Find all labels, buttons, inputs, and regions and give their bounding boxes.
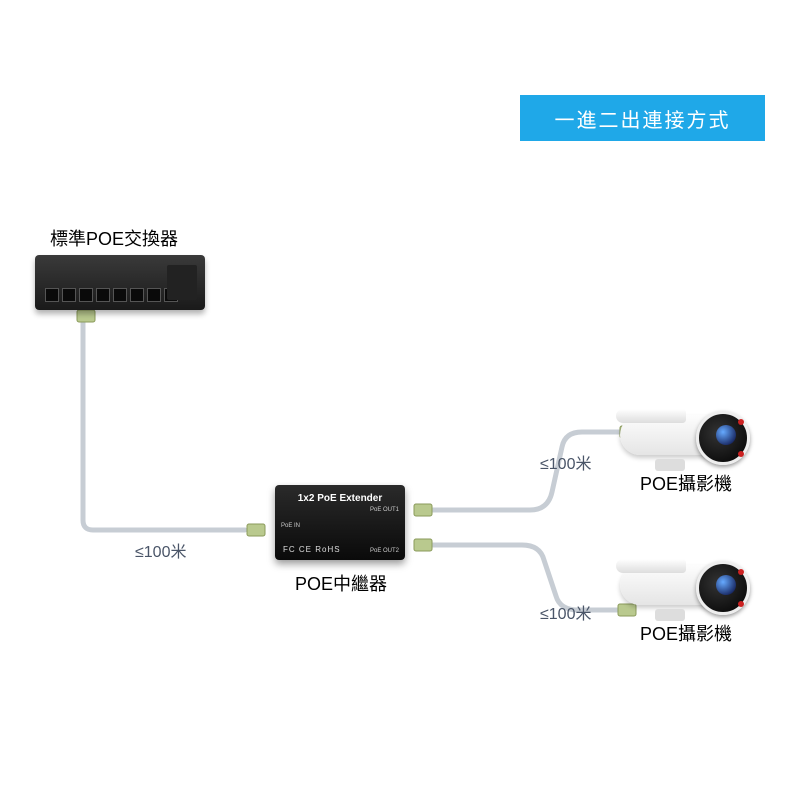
extender-cert-marks: FC CE RoHS bbox=[283, 545, 341, 554]
cable-extender-to-camera2 bbox=[432, 545, 620, 610]
camera-lens bbox=[716, 575, 736, 595]
poe-extender: 1x2 PoE Extender PoE IN PoE OUT1 PoE OUT… bbox=[275, 485, 405, 560]
switch-port bbox=[62, 288, 76, 302]
rj45-extender-out1 bbox=[414, 504, 432, 516]
extender-port-out1-label: PoE OUT1 bbox=[370, 507, 399, 513]
distance-label-2: ≤100米 bbox=[540, 450, 591, 474]
camera1-label: POE攝影機 bbox=[640, 470, 732, 496]
distance-label-3: ≤100米 bbox=[540, 600, 591, 624]
extender-port-out2-label: PoE OUT2 bbox=[370, 548, 399, 554]
extender-port-in-label: PoE IN bbox=[281, 523, 300, 529]
poe-camera-1 bbox=[620, 405, 750, 465]
switch-ports bbox=[45, 288, 178, 302]
rj45-extender-out2 bbox=[414, 539, 432, 551]
distance-label-1: ≤100米 bbox=[135, 538, 186, 562]
switch-port bbox=[96, 288, 110, 302]
camera-ir-led bbox=[738, 451, 744, 457]
title-banner: 一進二出連接方式 bbox=[520, 95, 765, 141]
camera-lens bbox=[716, 425, 736, 445]
extender-title: 1x2 PoE Extender bbox=[275, 493, 405, 504]
cable-extender-to-camera1 bbox=[432, 432, 622, 510]
camera-hood bbox=[616, 409, 686, 423]
extender-label: POE中繼器 bbox=[295, 570, 387, 596]
camera2-label: POE攝影機 bbox=[640, 620, 732, 646]
poe-camera-2 bbox=[620, 555, 750, 615]
camera-ir-led bbox=[738, 569, 744, 575]
rj45-switch-end bbox=[77, 310, 95, 322]
switch-side-panel bbox=[167, 265, 197, 300]
switch-port bbox=[79, 288, 93, 302]
switch-port bbox=[130, 288, 144, 302]
camera-ir-led bbox=[738, 601, 744, 607]
rj45-extender-in bbox=[247, 524, 265, 536]
camera-hood bbox=[616, 559, 686, 573]
switch-port bbox=[147, 288, 161, 302]
poe-switch bbox=[35, 255, 205, 310]
switch-label: 標準POE交換器 bbox=[50, 225, 178, 251]
camera-ir-led bbox=[738, 419, 744, 425]
cable-switch-to-extender bbox=[83, 320, 245, 530]
switch-port bbox=[113, 288, 127, 302]
switch-port bbox=[45, 288, 59, 302]
